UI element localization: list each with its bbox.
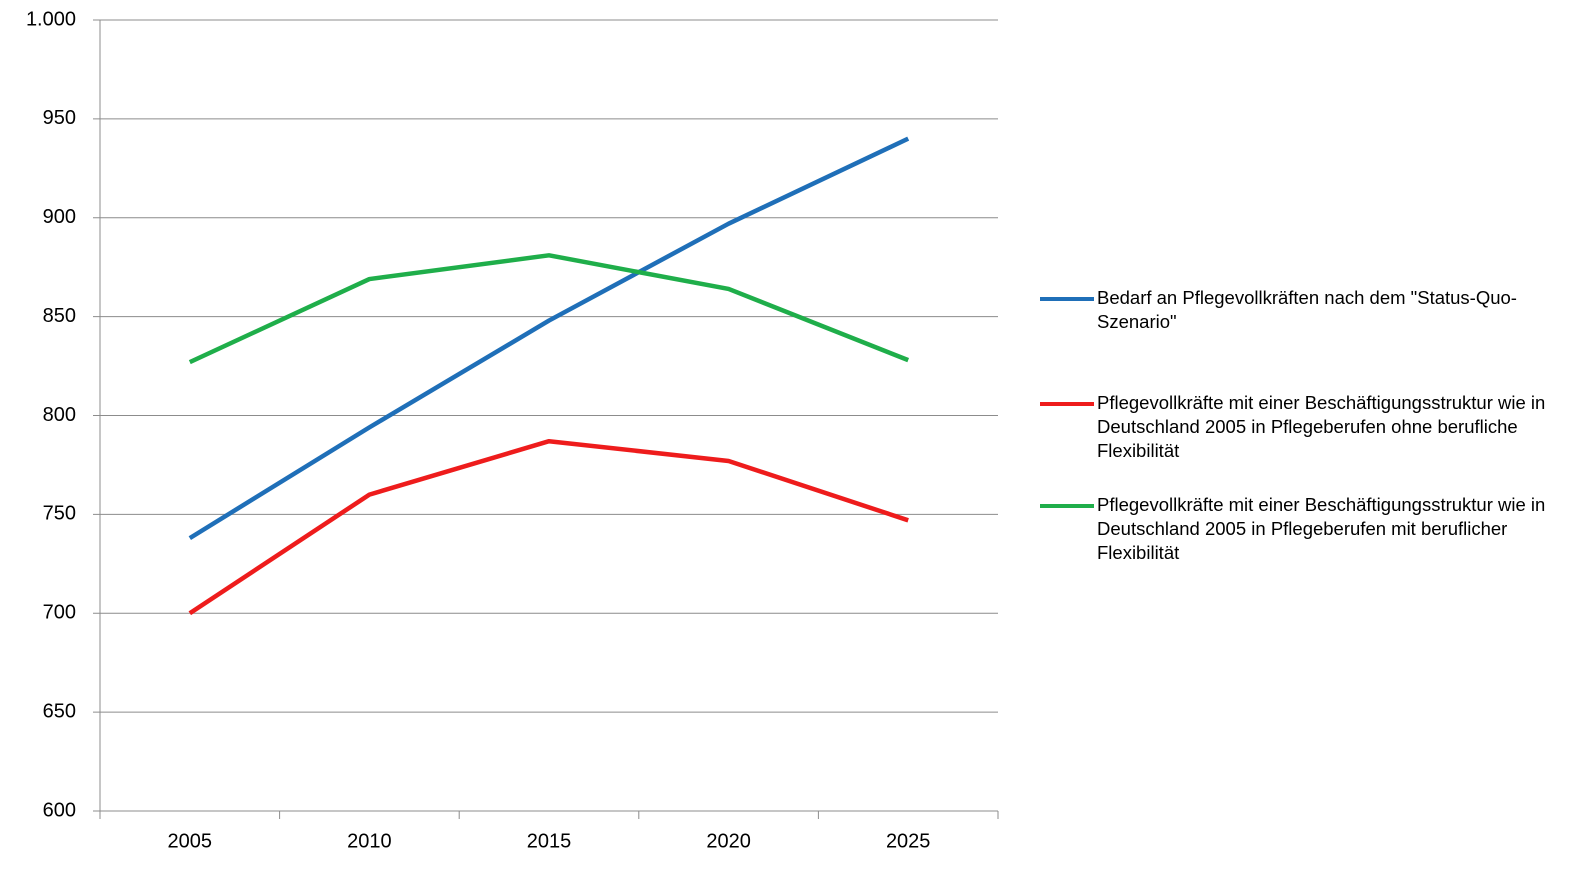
series-line <box>188 253 910 365</box>
y-tick-label: 800 <box>43 404 76 426</box>
legend-label: Bedarf an Pflegevollkräften nach dem "St… <box>1097 287 1517 332</box>
y-tick-label: 650 <box>43 700 76 722</box>
legend-item: Bedarf an Pflegevollkräften nach dem "St… <box>1040 286 1590 334</box>
legend-label: Pflegevollkräfte mit einer Beschäftigung… <box>1097 494 1546 563</box>
y-tick-label: 600 <box>43 799 76 821</box>
x-tick-label: 2005 <box>168 830 213 852</box>
series-line <box>188 136 910 541</box>
x-tick-label: 2020 <box>706 830 751 852</box>
y-tick-label: 750 <box>43 503 76 525</box>
legend-label: Pflegevollkräfte mit einer Beschäftigung… <box>1097 392 1546 461</box>
y-tick-label: 850 <box>43 305 76 327</box>
legend-item: Pflegevollkräfte mit einer Beschäftigung… <box>1040 493 1590 565</box>
legend-swatch <box>1040 402 1094 406</box>
x-tick-label: 2010 <box>347 830 392 852</box>
x-tick-label: 2015 <box>527 830 572 852</box>
y-tick-label: 950 <box>43 107 76 129</box>
legend-item: Pflegevollkräfte mit einer Beschäftigung… <box>1040 391 1590 463</box>
y-tick-label: 1.000 <box>26 8 76 30</box>
series-line <box>188 438 909 616</box>
legend-swatch <box>1040 504 1094 508</box>
y-tick-label: 900 <box>43 206 76 228</box>
y-tick-label: 700 <box>43 602 76 624</box>
x-tick-label: 2025 <box>886 830 931 852</box>
legend-swatch <box>1040 297 1094 301</box>
